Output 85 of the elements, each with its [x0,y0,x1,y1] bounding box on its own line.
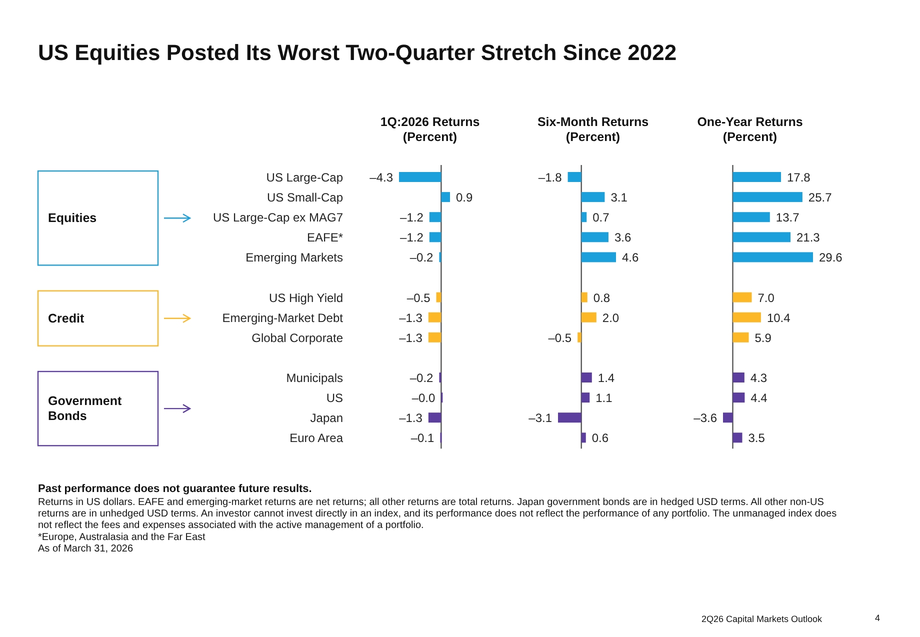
bar [723,412,733,423]
text: As of March 31, 2026 [38,543,134,554]
data-label: –0.5 [406,290,431,305]
data-label: 4.4 [750,391,768,406]
data-label: 21.3 [796,230,820,245]
data-label: 3.6 [614,230,632,245]
y-tick-label: Global Corporate [252,330,344,345]
bar [581,292,588,302]
y-tick-label: Municipals [286,371,343,385]
data-label: 1.1 [596,391,613,406]
data-label: 3.5 [748,431,766,446]
data-label: 4.6 [622,250,640,265]
data-label: 0.9 [456,190,474,205]
data-label: 0.6 [592,431,609,446]
data-label: 3.1 [610,190,628,205]
data-label: –4.3 [370,170,394,184]
bar [581,212,587,222]
text: Credit [48,311,85,326]
text: Government Bonds [48,394,122,424]
bar [581,252,616,262]
data-label: 29.6 [819,250,843,265]
y-tick-label: Japan [310,411,343,426]
data-label: –1.3 [399,330,423,345]
text: 2Q26 Capital Markets Outlook [701,614,822,624]
y-tick-label: Emerging Markets [246,250,343,265]
data-label: –1.3 [399,411,423,426]
y-tick-label: US [326,391,343,406]
text: Equities [48,211,97,226]
bar [732,372,744,382]
y-tick-label: EAFE* [306,230,344,245]
data-label: 0.7 [592,210,610,225]
data-label: 13.7 [776,210,800,225]
data-label: –0.1 [410,431,435,446]
text: 4 [874,613,880,623]
data-label: –1.2 [400,230,424,245]
y-tick-label: US Small-Cap [266,190,344,205]
data-label: –1.2 [400,210,424,225]
bar [732,172,782,182]
data-label: 4.3 [750,371,768,385]
bar [558,412,582,423]
data-label: –0.0 [412,391,436,406]
bar [581,372,592,382]
y-tick-label: US Large-Cap [266,170,344,184]
data-label: –0.2 [410,371,434,385]
data-label: 17.8 [787,170,811,184]
bar [581,192,605,202]
chart-subtitle: 1Q:2026 Returns (Percent) [380,115,480,144]
data-label: –3.1 [528,411,552,426]
bar [732,252,813,262]
data-label: 0.8 [593,290,610,305]
bar [578,332,582,342]
bar [732,232,790,242]
data-label: –1.3 [399,310,423,325]
y-tick-label: US Large-Cap ex MAG7 [212,210,344,225]
y-tick-label: Euro Area [290,431,344,446]
chart-title: US Equities Posted Its Worst Two-Quarter Stretch Since 2022 [38,40,677,65]
bar [732,392,745,403]
chart-subtitle: Six-Month Returns (Percent) [537,115,649,144]
text: Past performance does not guarantee future results. [38,483,312,495]
data-label: 5.9 [754,330,772,345]
bar [568,172,582,182]
bar [581,392,590,403]
data-label: –1.8 [538,170,562,184]
data-label: 7.0 [758,290,775,305]
bar [732,312,761,322]
bar [732,292,752,302]
bar [581,312,596,322]
bar [732,332,749,342]
data-label: –3.6 [694,411,718,426]
bar [732,192,802,202]
data-label: 2.0 [602,310,620,325]
data-label: 10.4 [766,310,791,325]
y-tick-label: Emerging-Market Debt [222,310,344,325]
bar [732,432,742,443]
data-label: 1.4 [598,371,615,385]
data-label: 25.7 [808,190,832,205]
data-label: –0.2 [410,250,434,265]
y-tick-label: US High Yield [268,290,343,305]
text: Returns in US dollars. EAFE and emerging-market returns are net returns; all other returns are total returns. Japan government bonds are in hedged USD terms. All other non-US returns are in unhedged USD terms. An investor cannot invest directly in an index, and its performance does not reflect the performance of any portfolio. The unmanaged index does not reflect the fees and expenses associated with the active management of a portfolio. [38,497,837,532]
data-label: –0.5 [548,330,572,345]
bar [581,432,586,443]
bar [732,212,770,222]
chart-subtitle: One-Year Returns (Percent) [697,115,803,144]
text: *Europe, Australasia and the Far East [38,532,206,543]
bar [581,232,608,242]
